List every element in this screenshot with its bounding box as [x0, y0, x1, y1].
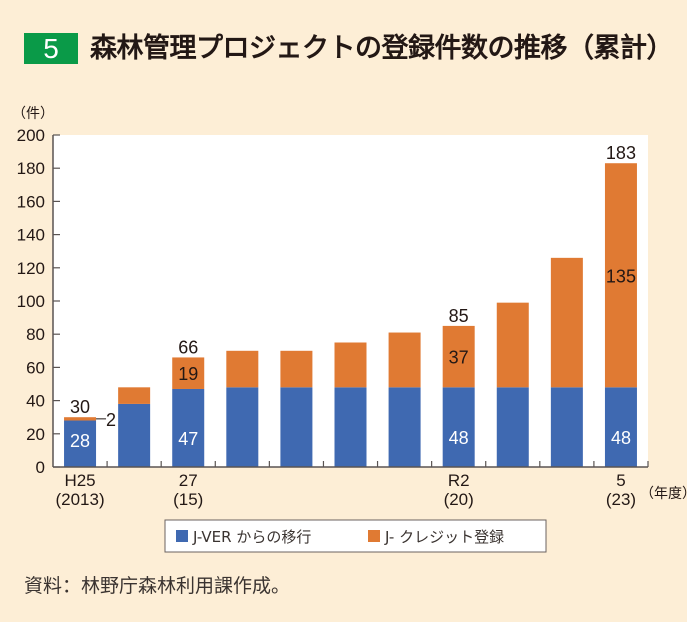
total-label: 85: [449, 306, 469, 326]
bar-jver-10: [604, 387, 637, 467]
jcredit-label: 135: [606, 266, 636, 286]
legend-label-jcredit: J- クレジット登録: [384, 528, 504, 546]
y-axis-unit: （件）: [12, 106, 54, 122]
bar-jcredit-8: [496, 302, 529, 388]
bar-jcredit-0: [64, 417, 97, 421]
total-label: 66: [178, 337, 198, 357]
bar-jver-5: [334, 387, 367, 467]
legend-label-jver: J-VER からの移行: [192, 528, 311, 546]
legend-swatch-jver: [176, 530, 188, 542]
y-tick-label: 100: [17, 292, 45, 311]
jver-label: 48: [611, 428, 631, 448]
x-axis-unit: （年度）: [640, 486, 687, 502]
x-tick-label-sub: (15): [173, 490, 203, 509]
bar-jcredit-7: [442, 325, 475, 388]
legend-swatch-jcredit: [368, 530, 380, 542]
bar-jver-4: [280, 387, 313, 467]
x-tick-label-sub: (23): [606, 490, 636, 509]
jver-label: 47: [178, 429, 198, 449]
bar-jver-2: [172, 388, 205, 467]
bar-jcredit-1: [118, 387, 151, 404]
legend-box: [164, 519, 547, 553]
bar-jcredit-3: [226, 350, 259, 388]
x-tick-label: H25: [64, 471, 95, 490]
bar-jver-7: [442, 387, 475, 467]
bar-jver-0: [64, 420, 97, 467]
bar-jver-6: [388, 387, 421, 467]
bar-jcredit-2: [172, 357, 205, 389]
y-tick-label: 80: [26, 325, 45, 344]
source-note: 資料：林野庁森林利用課作成。: [24, 575, 291, 597]
bar-jcredit-6: [388, 332, 421, 388]
total-label: 30: [70, 397, 90, 417]
bar-jcredit-4: [280, 350, 313, 388]
jver-label: 28: [70, 431, 90, 451]
y-tick-label: 40: [26, 392, 45, 411]
x-tick-label: 27: [179, 471, 198, 490]
jcredit-label: 2: [106, 410, 116, 430]
y-tick-label: 160: [17, 192, 45, 211]
bar-jcredit-5: [334, 342, 367, 388]
x-tick-label: 5: [616, 471, 625, 490]
bar-jver-1: [118, 403, 151, 467]
y-tick-label: 120: [17, 259, 45, 278]
jcredit-label: 37: [449, 348, 469, 368]
jcredit-label: 19: [178, 364, 198, 384]
bar-jcredit-10: [604, 163, 637, 388]
y-tick-label: 0: [36, 458, 45, 477]
x-tick-label: R2: [448, 471, 470, 490]
x-tick-label-sub: (20): [444, 490, 474, 509]
bar-jcredit-9: [550, 257, 583, 388]
y-tick-label: 140: [17, 226, 45, 245]
y-tick-label: 200: [17, 126, 45, 145]
chart-title: 森林管理プロジェクトの登録件数の推移（累計）: [90, 33, 674, 64]
x-tick-label-sub: (2013): [55, 490, 104, 509]
figure-number-badge: 5: [24, 33, 78, 64]
jver-label: 48: [449, 428, 469, 448]
y-tick-label: 60: [26, 358, 45, 377]
bar-jver-8: [496, 387, 529, 467]
y-tick-label: 180: [17, 159, 45, 178]
bar-jver-3: [226, 387, 259, 467]
y-tick-label: 20: [26, 425, 45, 444]
total-label: 183: [606, 143, 636, 163]
bar-jver-9: [550, 387, 583, 467]
